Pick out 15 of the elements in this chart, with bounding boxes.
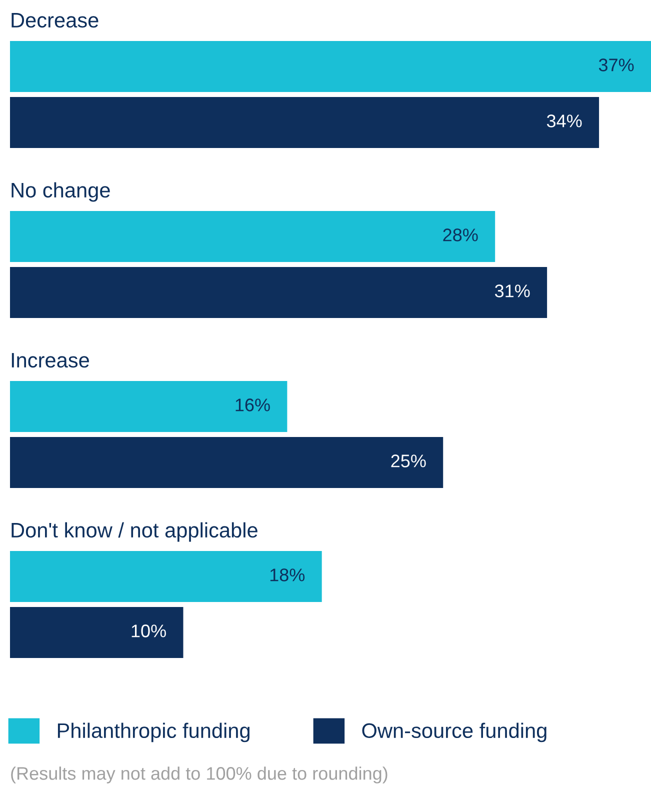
data-label: 28% [443, 228, 478, 242]
data-label: 37% [598, 58, 634, 72]
data-label: 18% [270, 568, 305, 582]
y-tick-label: Decrease [12, 13, 98, 28]
data-label: 10% [132, 624, 166, 638]
data-label: 34% [546, 114, 582, 128]
data-label: 16% [236, 398, 270, 412]
y-tick-label: Don't know / not applicable [12, 522, 258, 542]
legend-label: Philanthropic funding [58, 722, 250, 742]
data-label: 25% [391, 454, 426, 468]
y-tick-label: Increase [12, 353, 89, 368]
text: (Results may not add to 100% due to rounding) [11, 766, 388, 784]
y-tick-label: No change [12, 182, 110, 202]
data-label: 31% [494, 284, 530, 298]
legend-label: Own-source funding [362, 722, 546, 742]
